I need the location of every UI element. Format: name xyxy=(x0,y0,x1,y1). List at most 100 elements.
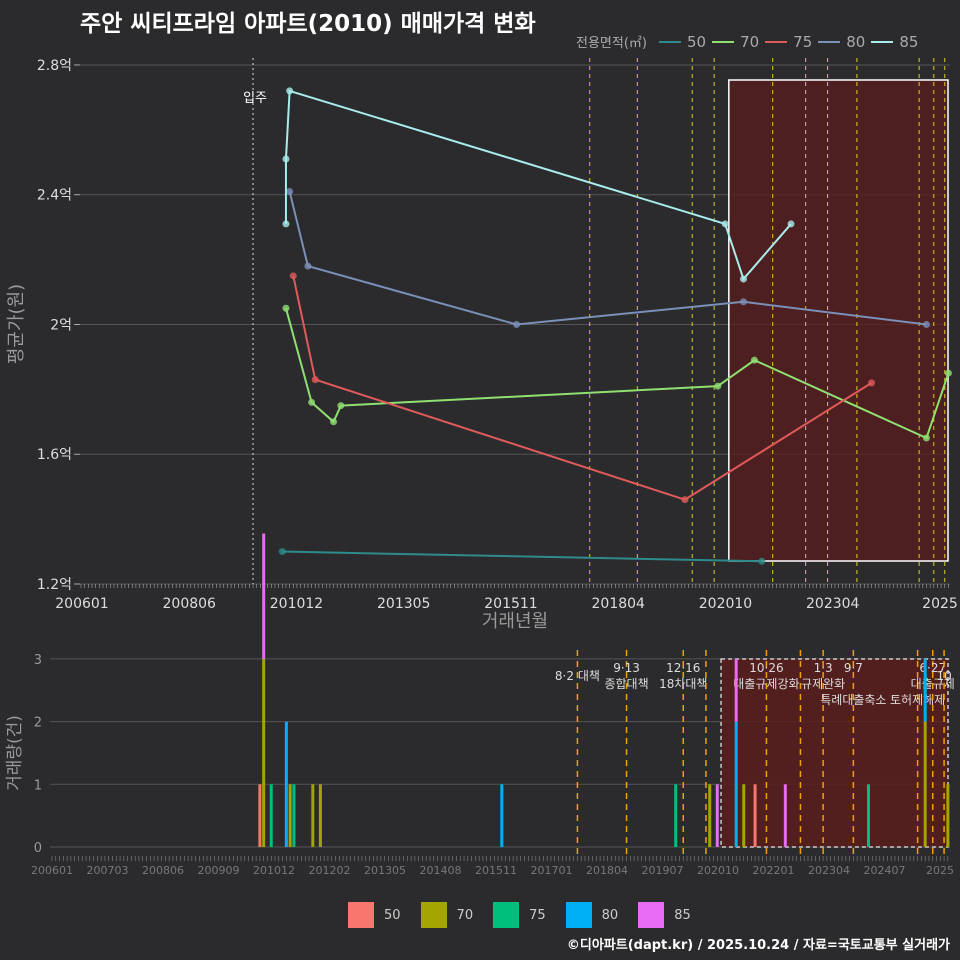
highlight-box xyxy=(720,658,949,848)
x-tick-label: 200806 xyxy=(142,864,184,877)
y-tick-label: 1.2억 xyxy=(37,577,72,593)
series-line-50 xyxy=(282,550,762,563)
bar-75 xyxy=(866,784,870,847)
policy-label: 9·7 xyxy=(844,661,863,675)
legend-swatch-icon xyxy=(348,902,374,928)
policy-label: 1·3 xyxy=(814,661,833,675)
y-tick-label: 3 xyxy=(34,653,42,668)
legend-label: 70 xyxy=(740,32,760,51)
bar-70 xyxy=(311,784,315,847)
x-tick-label: 201408 xyxy=(420,864,462,877)
legend-line-icon xyxy=(712,40,735,43)
y-tick-label: 2 xyxy=(34,716,42,731)
bar-80 xyxy=(500,784,504,847)
bar-85 xyxy=(783,784,787,847)
data-point-70 xyxy=(308,398,316,406)
x-tick-label: 201804 xyxy=(592,596,646,612)
bar-85 xyxy=(734,658,738,722)
legend-item-85: 85 xyxy=(638,902,691,928)
policy-label: 특례대출축소 xyxy=(820,693,886,707)
x-tick-label: 200806 xyxy=(163,596,217,612)
legend-label: 70 xyxy=(456,907,474,923)
credit-text: ©디아파트(dapt.kr) / 2025.10.24 / 자료=국토교통부 실… xyxy=(566,938,950,953)
policy-label: 토허제해제 xyxy=(890,693,945,707)
legend-label: 50 xyxy=(686,32,707,51)
legend-swatch-icon xyxy=(638,902,665,928)
bar-50 xyxy=(753,784,757,847)
x-tick-label: 202304 xyxy=(808,864,850,877)
data-point-80 xyxy=(922,320,930,328)
legend-label: 80 xyxy=(601,907,619,923)
legend-label: 80 xyxy=(846,32,866,51)
policy-label: 18차대책 xyxy=(659,676,707,691)
policy-label: 10 xyxy=(936,669,951,683)
legend-title: 전용면적(㎡) xyxy=(576,36,647,51)
legend-swatch-icon xyxy=(565,902,592,928)
x-tick-label: 202010 xyxy=(697,864,739,877)
x-tick-label: 2025 xyxy=(926,864,954,877)
x-tick-label: 202201 xyxy=(753,864,795,877)
data-point-70 xyxy=(750,356,758,364)
y-tick-label: 1.6억 xyxy=(37,447,72,463)
legend-line-icon xyxy=(818,40,841,43)
data-point-85 xyxy=(721,220,729,228)
data-point-85 xyxy=(739,275,747,283)
legend-item-85: 85 xyxy=(871,33,918,51)
policy-label: 8·2 대책 xyxy=(555,668,600,683)
highlight-box xyxy=(728,79,949,562)
x-tick-label: 202010 xyxy=(699,596,752,612)
bar-70 xyxy=(288,784,292,847)
y-tick-label: 1 xyxy=(34,778,42,793)
data-point-75 xyxy=(289,272,297,280)
x-tick-label: 201305 xyxy=(364,864,406,877)
data-point-70 xyxy=(337,402,345,410)
policy-label: 대출규제강화 xyxy=(733,677,799,691)
bar-70 xyxy=(946,784,950,847)
data-point-75 xyxy=(311,376,319,384)
data-point-85 xyxy=(787,220,795,228)
bar-70 xyxy=(742,784,746,847)
legend-item-75: 75 xyxy=(765,33,812,51)
data-point-80 xyxy=(513,320,521,328)
legend-item-80: 80 xyxy=(818,33,865,51)
bar-75 xyxy=(674,784,678,847)
y-tick-label: 2.4억 xyxy=(37,188,72,204)
data-point-85 xyxy=(282,155,290,163)
legend-item-50: 50 xyxy=(348,902,401,928)
bar-85 xyxy=(262,533,266,659)
series-line-70 xyxy=(284,307,950,440)
x-tick-label: 201202 xyxy=(309,864,351,877)
x-tick-label: 202304 xyxy=(806,596,860,612)
x-tick-label: 200703 xyxy=(87,864,129,877)
x-tick-label: 201804 xyxy=(586,864,628,877)
policy-label: 10·26 xyxy=(749,661,783,675)
y-axis-label: 평균가(원) xyxy=(6,284,27,364)
chart-title: 주안 씨티프라임 아파트(2010) 매매가격 변화 xyxy=(80,11,536,37)
legend-item-70: 70 xyxy=(420,902,474,928)
bar-80 xyxy=(284,721,288,847)
x-tick-label: 201511 xyxy=(475,864,517,877)
data-point-85 xyxy=(282,220,290,228)
legend-swatch-icon xyxy=(420,902,447,928)
data-point-70 xyxy=(944,369,952,377)
data-point-80 xyxy=(739,298,747,306)
policy-label: 9·13 xyxy=(613,661,640,675)
y-tick-label: 0 xyxy=(34,841,42,856)
data-point-80 xyxy=(286,187,294,195)
bar-80 xyxy=(923,658,927,722)
x-tick-label: 201012 xyxy=(253,864,295,877)
legend-line-icon xyxy=(658,40,681,43)
policy-label: 12·16 xyxy=(666,661,700,675)
data-point-85 xyxy=(286,87,294,95)
bar-85 xyxy=(715,784,719,847)
legend-label: 85 xyxy=(674,907,691,923)
bar-70 xyxy=(923,721,927,847)
data-point-50 xyxy=(758,557,766,565)
legend-item-70: 70 xyxy=(712,33,759,51)
x-tick-label: 201305 xyxy=(377,596,430,612)
y-tick-label: 2억 xyxy=(50,317,72,333)
legend-swatch-icon xyxy=(493,902,520,928)
data-point-75 xyxy=(868,379,876,387)
bottom-legend: 50 70 75 80 85 xyxy=(348,902,691,928)
